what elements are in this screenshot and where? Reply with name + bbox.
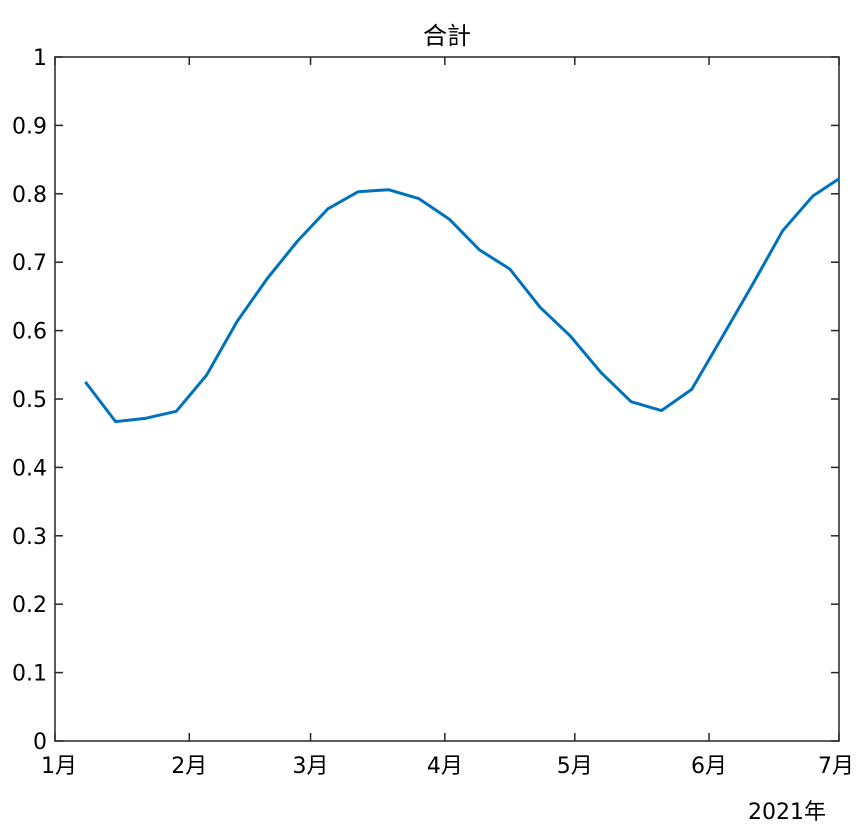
x-tick-label: 2月 <box>171 754 207 779</box>
y-tick-label: 0 <box>33 730 47 755</box>
y-tick-label: 0.8 <box>12 183 47 208</box>
y-axis: 0 0.1 0.2 0.3 0.4 0.5 0.6 0.7 0.8 0.9 1 <box>12 46 839 755</box>
x-axis-year-label: 2021年 <box>748 800 826 825</box>
y-tick-label: 0.6 <box>12 320 47 345</box>
y-tick-label: 0.5 <box>12 388 47 413</box>
plot-frame <box>54 56 840 742</box>
x-axis: 1月 2月 3月 4月 5月 6月 7月 <box>41 57 854 779</box>
x-tick-label: 1月 <box>41 754 77 779</box>
y-tick-label: 0.1 <box>12 662 47 687</box>
y-tick-label: 0.9 <box>12 114 47 139</box>
y-tick-label: 0.7 <box>12 251 47 276</box>
chart-title: 合計 <box>423 22 471 50</box>
y-tick-label: 1 <box>33 46 47 71</box>
series-line <box>84 177 840 424</box>
y-tick-label: 0.3 <box>12 525 47 550</box>
y-tick-label: 0.4 <box>12 456 47 481</box>
x-tick-label: 7月 <box>818 754 854 779</box>
x-tick-label: 6月 <box>691 754 727 779</box>
x-tick-label: 3月 <box>293 754 329 779</box>
x-tick-label: 4月 <box>427 754 463 779</box>
x-tick-label: 5月 <box>557 754 593 779</box>
y-tick-label: 0.2 <box>12 593 47 618</box>
